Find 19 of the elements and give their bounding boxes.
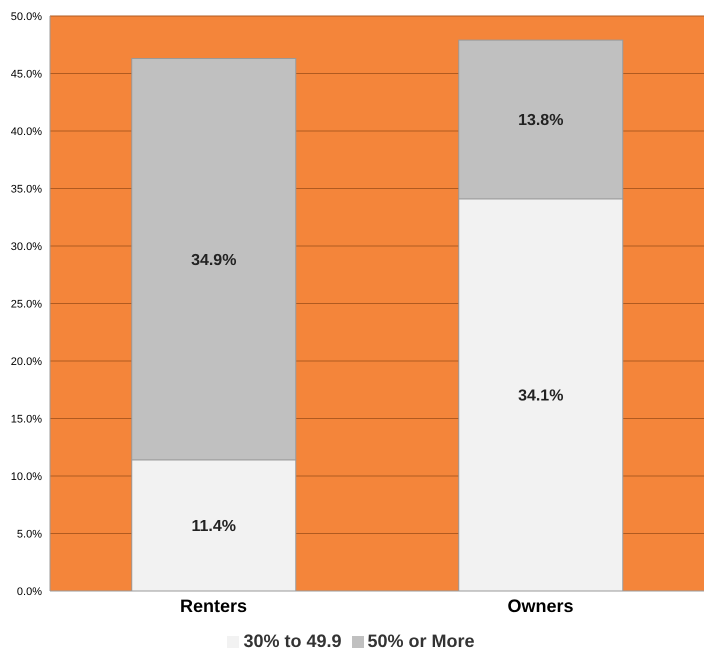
- y-tick-label: 30.0%: [10, 240, 42, 253]
- y-tick-label: 40.0%: [10, 126, 42, 138]
- y-tick-label: 5.0%: [16, 528, 42, 540]
- data-label: 13.8%: [518, 112, 564, 130]
- legend-label: 50% or More: [368, 631, 475, 651]
- y-tick-label: 50.0%: [10, 10, 42, 23]
- data-label: 34.9%: [191, 252, 236, 269]
- y-tick-label: 10.0%: [10, 470, 42, 483]
- x-tick-label: Owners: [507, 596, 574, 616]
- legend-label: 30% to 49.9: [243, 631, 342, 651]
- x-tick-label: Renters: [180, 596, 248, 616]
- data-label: 34.1%: [518, 388, 564, 405]
- y-tick-label: 45.0%: [10, 68, 42, 80]
- data-label: 11.4%: [192, 518, 236, 536]
- y-tick-label: 15.0%: [10, 413, 42, 426]
- y-tick-label: 0.0%: [16, 586, 42, 598]
- y-tick-label: 20.0%: [10, 356, 42, 368]
- y-tick-label: 25.0%: [10, 298, 42, 310]
- y-tick-label: 35.0%: [10, 183, 42, 196]
